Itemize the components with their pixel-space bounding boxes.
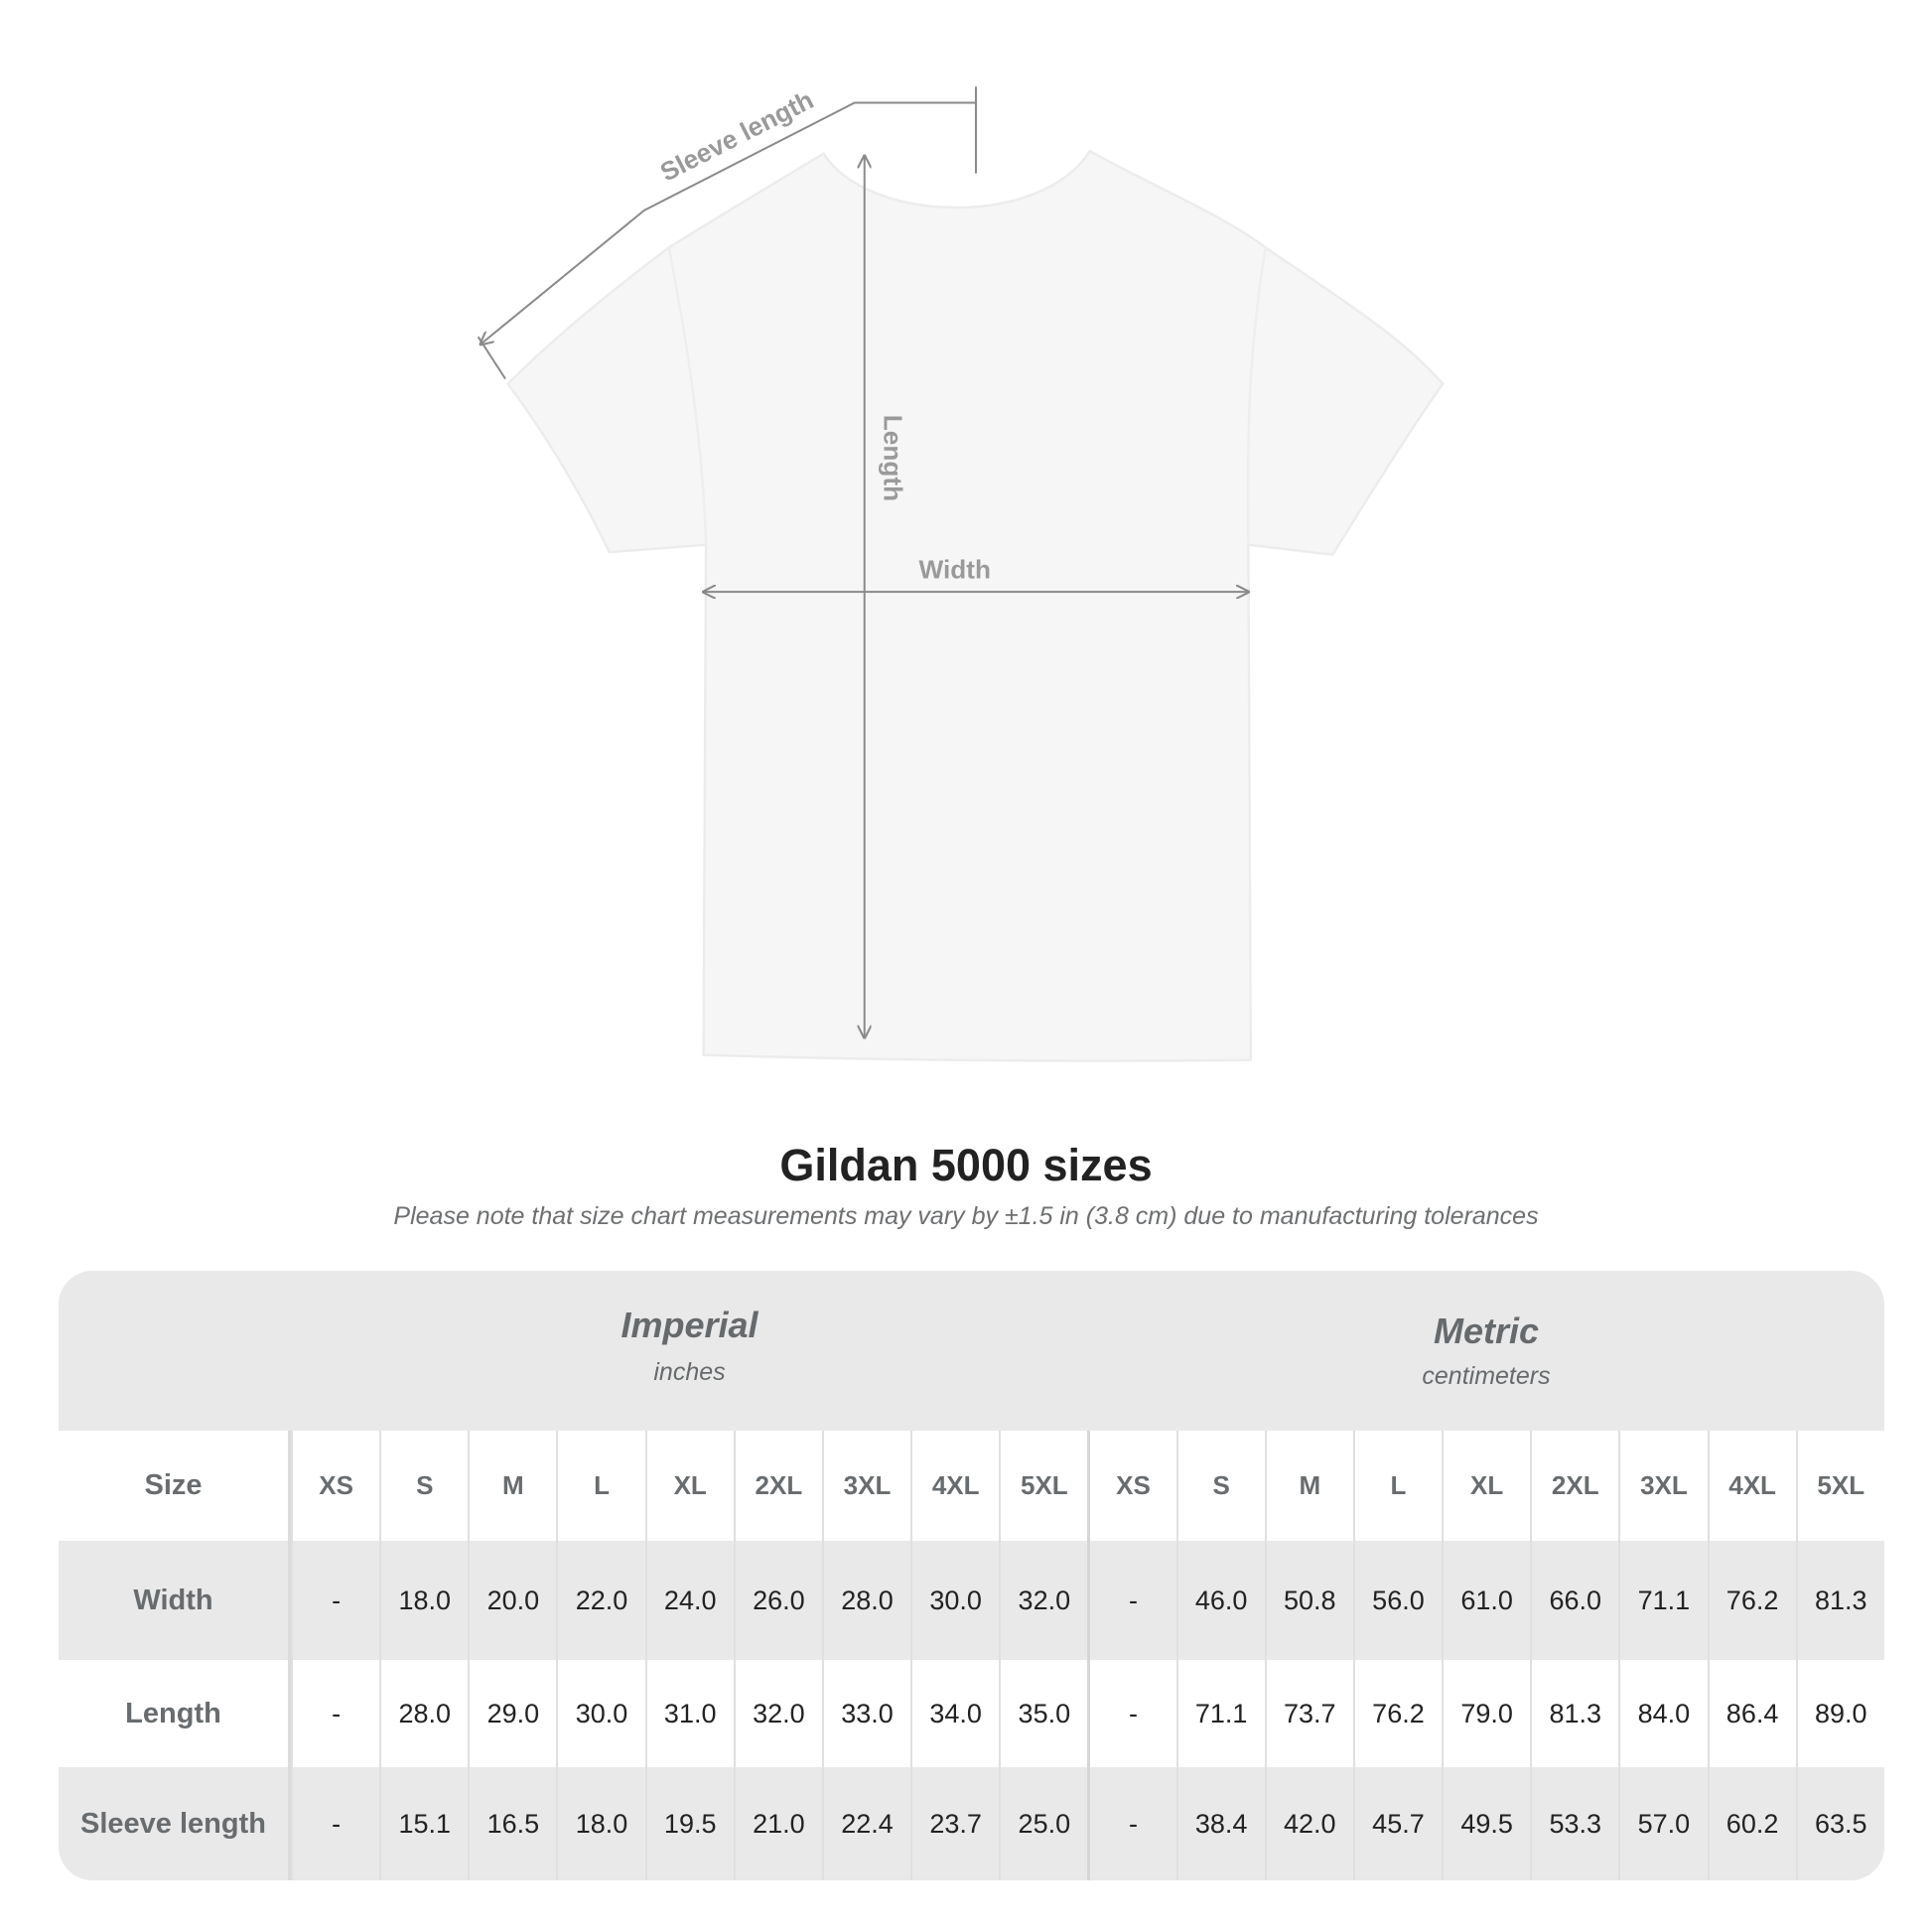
- value-cell-imperial: 29.0: [468, 1660, 556, 1767]
- value-cell-imperial: 32.0: [733, 1660, 822, 1767]
- value-cell-imperial: 26.0: [733, 1541, 822, 1660]
- size-header-imperial: 5XL: [999, 1431, 1087, 1541]
- value-cell-metric: 46.0: [1175, 1541, 1265, 1660]
- size-header-imperial: 3XL: [821, 1431, 910, 1541]
- value-cell-imperial: 30.0: [910, 1541, 999, 1660]
- length-label: Length: [879, 415, 908, 501]
- value-cell-metric: 81.3: [1530, 1660, 1618, 1767]
- size-header-metric: 5XL: [1795, 1431, 1884, 1541]
- size-header-imperial: XL: [644, 1431, 734, 1541]
- tolerance-note: Please note that size chart measurements…: [393, 1202, 1539, 1230]
- value-cell-metric: -: [1087, 1541, 1175, 1660]
- value-cell-metric: 53.3: [1530, 1767, 1618, 1880]
- value-cell-metric: 81.3: [1795, 1541, 1884, 1660]
- value-cell-imperial: 32.0: [999, 1541, 1087, 1660]
- value-cell-metric: 57.0: [1618, 1767, 1707, 1880]
- value-cell-metric: 56.0: [1352, 1541, 1442, 1660]
- value-cell-imperial: 18.0: [379, 1541, 468, 1660]
- size-header-imperial: S: [379, 1431, 468, 1541]
- value-cell-metric: 42.0: [1264, 1767, 1353, 1880]
- table-row: Sleeve length -15.1 16.5 18.0 19.5 21.0 22.4 23…: [59, 1767, 1884, 1880]
- sleeve-length-guide: [477, 86, 977, 380]
- size-label: Size: [59, 1431, 291, 1541]
- value-cell-imperial: 28.0: [821, 1541, 910, 1660]
- value-cell-imperial: 22.0: [556, 1541, 644, 1660]
- row-label: Width: [59, 1541, 291, 1660]
- value-cell-imperial: -: [291, 1660, 379, 1767]
- width-label: Width: [919, 554, 991, 584]
- value-cell-metric: 66.0: [1530, 1541, 1618, 1660]
- row-label: Sleeve length: [59, 1767, 291, 1880]
- size-header-imperial: 4XL: [910, 1431, 999, 1541]
- value-cell-metric: 49.5: [1442, 1767, 1530, 1880]
- value-cell-imperial: 28.0: [379, 1660, 468, 1767]
- value-cell-imperial: 22.4: [821, 1767, 910, 1880]
- value-cell-imperial: 30.0: [556, 1660, 644, 1767]
- size-header-metric: XL: [1442, 1431, 1530, 1541]
- size-header-metric: S: [1175, 1431, 1265, 1541]
- size-header-imperial: L: [556, 1431, 644, 1541]
- value-cell-metric: 50.8: [1264, 1541, 1353, 1660]
- value-cell-imperial: 15.1: [379, 1767, 468, 1880]
- page-title: Gildan 5000 sizes: [779, 1140, 1153, 1190]
- size-header-metric: XS: [1087, 1431, 1175, 1541]
- imperial-unit: inches: [653, 1358, 726, 1386]
- tshirt-diagram: Sleeve length Length Width: [477, 84, 1445, 1062]
- size-table: Imperial inches Metric centimeters Size X…: [59, 1271, 1884, 1880]
- metric-title: Metric: [1433, 1311, 1540, 1351]
- size-header-imperial: M: [468, 1431, 556, 1541]
- value-cell-metric: 71.1: [1618, 1541, 1707, 1660]
- value-cell-imperial: 18.0: [556, 1767, 644, 1880]
- value-cell-imperial: 23.7: [910, 1767, 999, 1880]
- value-cell-imperial: 25.0: [999, 1767, 1087, 1880]
- value-cell-imperial: 31.0: [644, 1660, 734, 1767]
- value-cell-metric: 84.0: [1618, 1660, 1707, 1767]
- size-header-imperial: XS: [291, 1431, 379, 1541]
- value-cell-metric: -: [1087, 1767, 1175, 1880]
- value-cell-metric: 73.7: [1264, 1660, 1353, 1767]
- metric-header: Metric centimeters: [1088, 1271, 1884, 1431]
- value-cell-metric: 60.2: [1707, 1767, 1796, 1880]
- value-cell-imperial: 16.5: [468, 1767, 556, 1880]
- value-cell-imperial: -: [291, 1541, 379, 1660]
- value-cell-imperial: -: [291, 1767, 379, 1880]
- value-cell-imperial: 19.5: [644, 1767, 734, 1880]
- imperial-title: Imperial: [621, 1305, 759, 1345]
- size-header-imperial: 2XL: [733, 1431, 822, 1541]
- value-cell-metric: -: [1087, 1660, 1175, 1767]
- size-header-metric: 4XL: [1707, 1431, 1796, 1541]
- value-cell-metric: 63.5: [1795, 1767, 1884, 1880]
- value-cell-metric: 76.2: [1352, 1660, 1442, 1767]
- value-cell-metric: 45.7: [1352, 1767, 1442, 1880]
- size-header-metric: M: [1264, 1431, 1353, 1541]
- value-cell-imperial: 21.0: [733, 1767, 822, 1880]
- value-cell-metric: 38.4: [1175, 1767, 1265, 1880]
- table-row: Width -18.0 20.0 22.0 24.0 26.0 28.0 30.0 32.0-4…: [59, 1541, 1884, 1660]
- metric-unit: centimeters: [1422, 1362, 1551, 1390]
- value-cell-imperial: 34.0: [910, 1660, 999, 1767]
- value-cell-imperial: 33.0: [821, 1660, 910, 1767]
- table-row: Length -28.0 29.0 30.0 31.0 32.0 33.0 34.0 35.0-…: [59, 1660, 1884, 1767]
- value-cell-metric: 76.2: [1707, 1541, 1796, 1660]
- value-cell-metric: 89.0: [1795, 1660, 1884, 1767]
- size-header-metric: 3XL: [1618, 1431, 1707, 1541]
- size-header-metric: L: [1352, 1431, 1442, 1541]
- value-cell-imperial: 20.0: [468, 1541, 556, 1660]
- value-cell-metric: 61.0: [1442, 1541, 1530, 1660]
- value-cell-metric: 86.4: [1707, 1660, 1796, 1767]
- size-header-row: Size XS S M L XL 2XL 3XL 4XL 5XL XS S M L XL 2XL 3XL 4XL 5…: [59, 1431, 1884, 1541]
- value-cell-imperial: 35.0: [999, 1660, 1087, 1767]
- tshirt-shape: [505, 149, 1445, 1062]
- imperial-header: Imperial inches: [291, 1271, 1088, 1431]
- value-cell-metric: 71.1: [1175, 1660, 1265, 1767]
- value-cell-imperial: 24.0: [644, 1541, 734, 1660]
- row-label: Length: [59, 1660, 291, 1767]
- value-cell-metric: 79.0: [1442, 1660, 1530, 1767]
- size-header-metric: 2XL: [1530, 1431, 1618, 1541]
